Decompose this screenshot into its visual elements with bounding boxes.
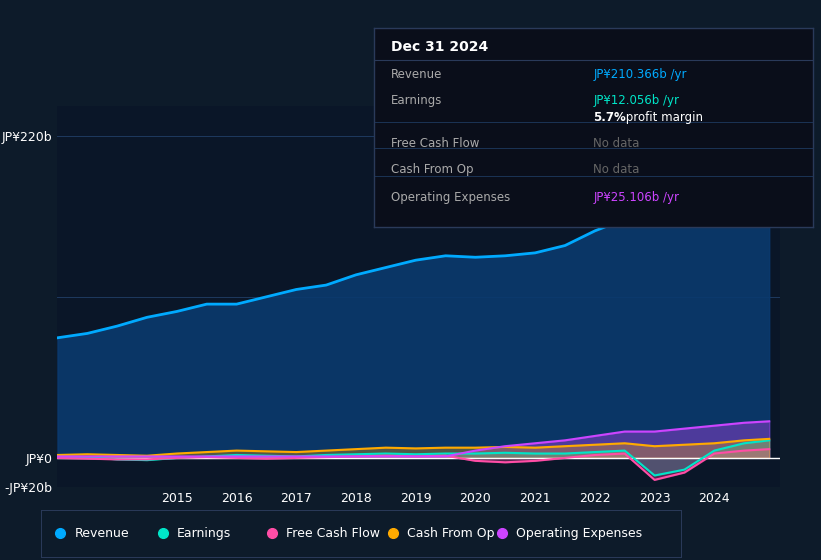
Text: profit margin: profit margin: [621, 111, 703, 124]
Text: Dec 31 2024: Dec 31 2024: [391, 40, 488, 54]
Text: Earnings: Earnings: [177, 527, 231, 540]
Text: 5.7%: 5.7%: [594, 111, 626, 124]
Text: No data: No data: [594, 137, 640, 150]
Text: Revenue: Revenue: [75, 527, 129, 540]
Text: No data: No data: [594, 163, 640, 176]
Text: Operating Expenses: Operating Expenses: [391, 191, 511, 204]
Text: JP¥25.106b /yr: JP¥25.106b /yr: [594, 191, 679, 204]
Text: JP¥210.366b /yr: JP¥210.366b /yr: [594, 68, 686, 81]
Text: Free Cash Flow: Free Cash Flow: [391, 137, 479, 150]
Text: JP¥12.056b /yr: JP¥12.056b /yr: [594, 94, 679, 106]
Text: Free Cash Flow: Free Cash Flow: [286, 527, 379, 540]
Text: Earnings: Earnings: [391, 94, 443, 106]
Text: Cash From Op: Cash From Op: [407, 527, 495, 540]
Text: Revenue: Revenue: [391, 68, 443, 81]
Text: Cash From Op: Cash From Op: [391, 163, 474, 176]
Text: Operating Expenses: Operating Expenses: [516, 527, 642, 540]
